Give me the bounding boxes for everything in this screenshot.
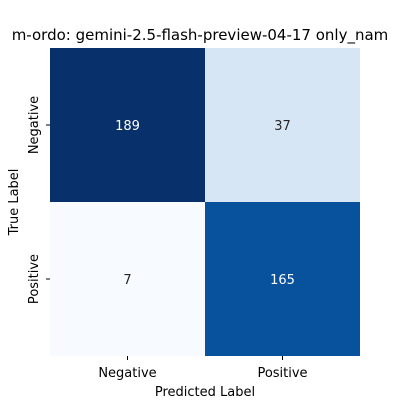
heatmap-cell-1-0 [50, 202, 205, 356]
y-tick-label-1: Positive [27, 254, 42, 304]
y-axis-title: True Label [7, 169, 22, 237]
heatmap-cell-0-0 [50, 48, 205, 202]
y-tick-label-0: Negative [27, 96, 42, 154]
cell-value-0-0: 189 [115, 119, 140, 134]
x-tick-label-0: Negative [98, 366, 156, 381]
heatmap-cell-labels: 189 37 7 165 [115, 119, 295, 288]
cell-value-0-1: 37 [274, 119, 291, 134]
heatmap-cells [50, 48, 360, 356]
cell-value-1-0: 7 [123, 273, 131, 288]
chart-title: m-ordo: gemini-2.5-flash-preview-04-17 o… [12, 26, 389, 45]
y-axis-ticks: Negative Positive [27, 96, 50, 304]
cell-value-1-1: 165 [270, 273, 295, 288]
x-axis-title: Predicted Label [155, 385, 255, 400]
x-tick-label-1: Positive [257, 366, 307, 381]
x-axis-ticks: Negative Positive [98, 356, 308, 381]
heatmap-cell-0-1 [205, 48, 360, 202]
heatmap-cell-1-1 [205, 202, 360, 356]
